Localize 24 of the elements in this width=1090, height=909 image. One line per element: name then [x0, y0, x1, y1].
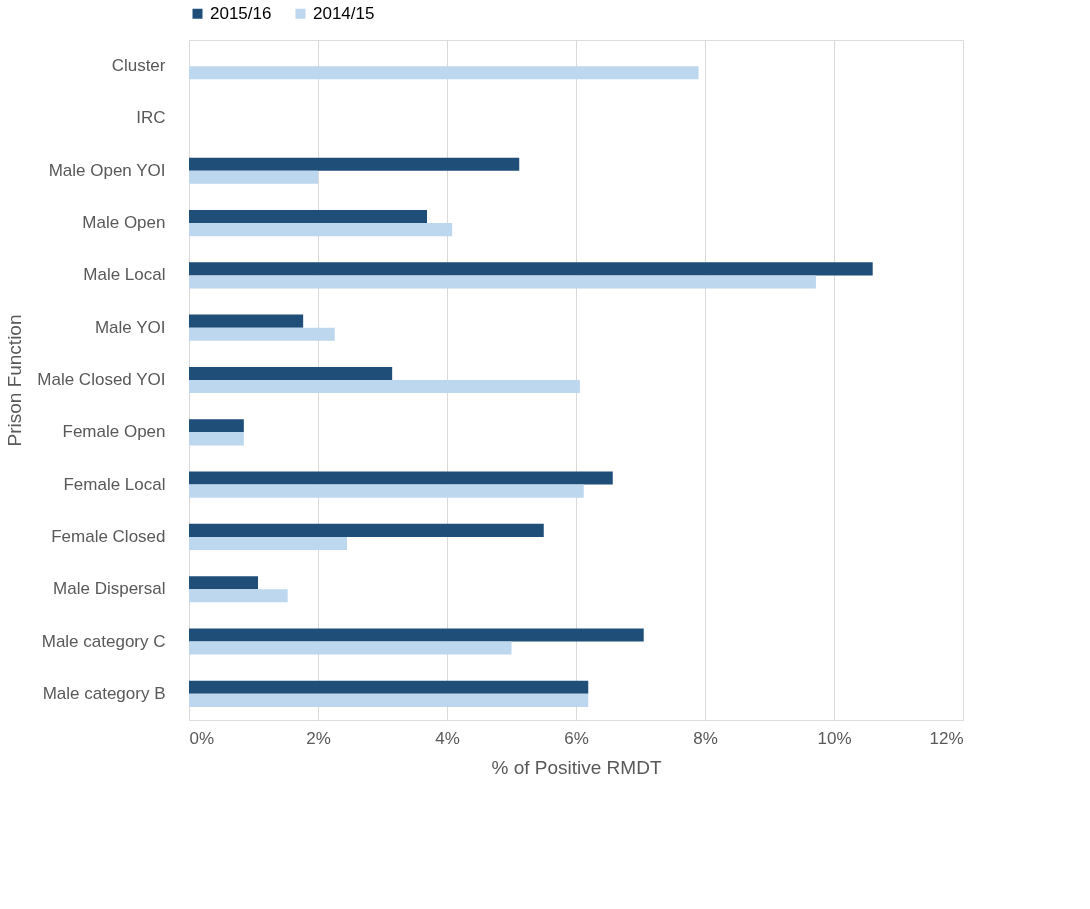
x-tick-label: 4%: [435, 728, 460, 748]
y-tick-label: Female Open: [62, 422, 166, 442]
y-tick-label: Male Closed YOI: [37, 370, 166, 389]
x-tick-label: 6%: [564, 728, 589, 748]
y-tick-label: Male Open: [82, 213, 166, 233]
x-tick-label: 12%: [929, 728, 964, 748]
y-tick-label: Female Local: [63, 474, 166, 494]
y-tick-label: Male Open YOI: [48, 160, 166, 180]
legend-label: 2014/15: [313, 3, 375, 23]
y-tick-label: Male category C: [41, 631, 166, 651]
x-axis-title: % of Positive RMDT: [491, 756, 662, 778]
x-tick-label: 0%: [189, 728, 215, 748]
y-tick-label: Male Dispersal: [53, 579, 166, 599]
y-tick-label: Male YOI: [94, 317, 166, 337]
y-tick-label: Male Local: [83, 265, 166, 285]
x-tick-label: 2%: [306, 728, 331, 748]
legend-label: 2015/16: [210, 3, 272, 23]
y-tick-label: Male category B: [42, 683, 166, 703]
y-tick-label: Female Closed: [51, 526, 166, 546]
x-tick-label: 8%: [693, 728, 718, 748]
y-tick-label: IRC: [136, 108, 166, 128]
x-tick-label: 10%: [817, 728, 852, 748]
y-axis-title: Prison Function: [4, 314, 25, 447]
y-tick-label: Cluster: [111, 56, 166, 76]
